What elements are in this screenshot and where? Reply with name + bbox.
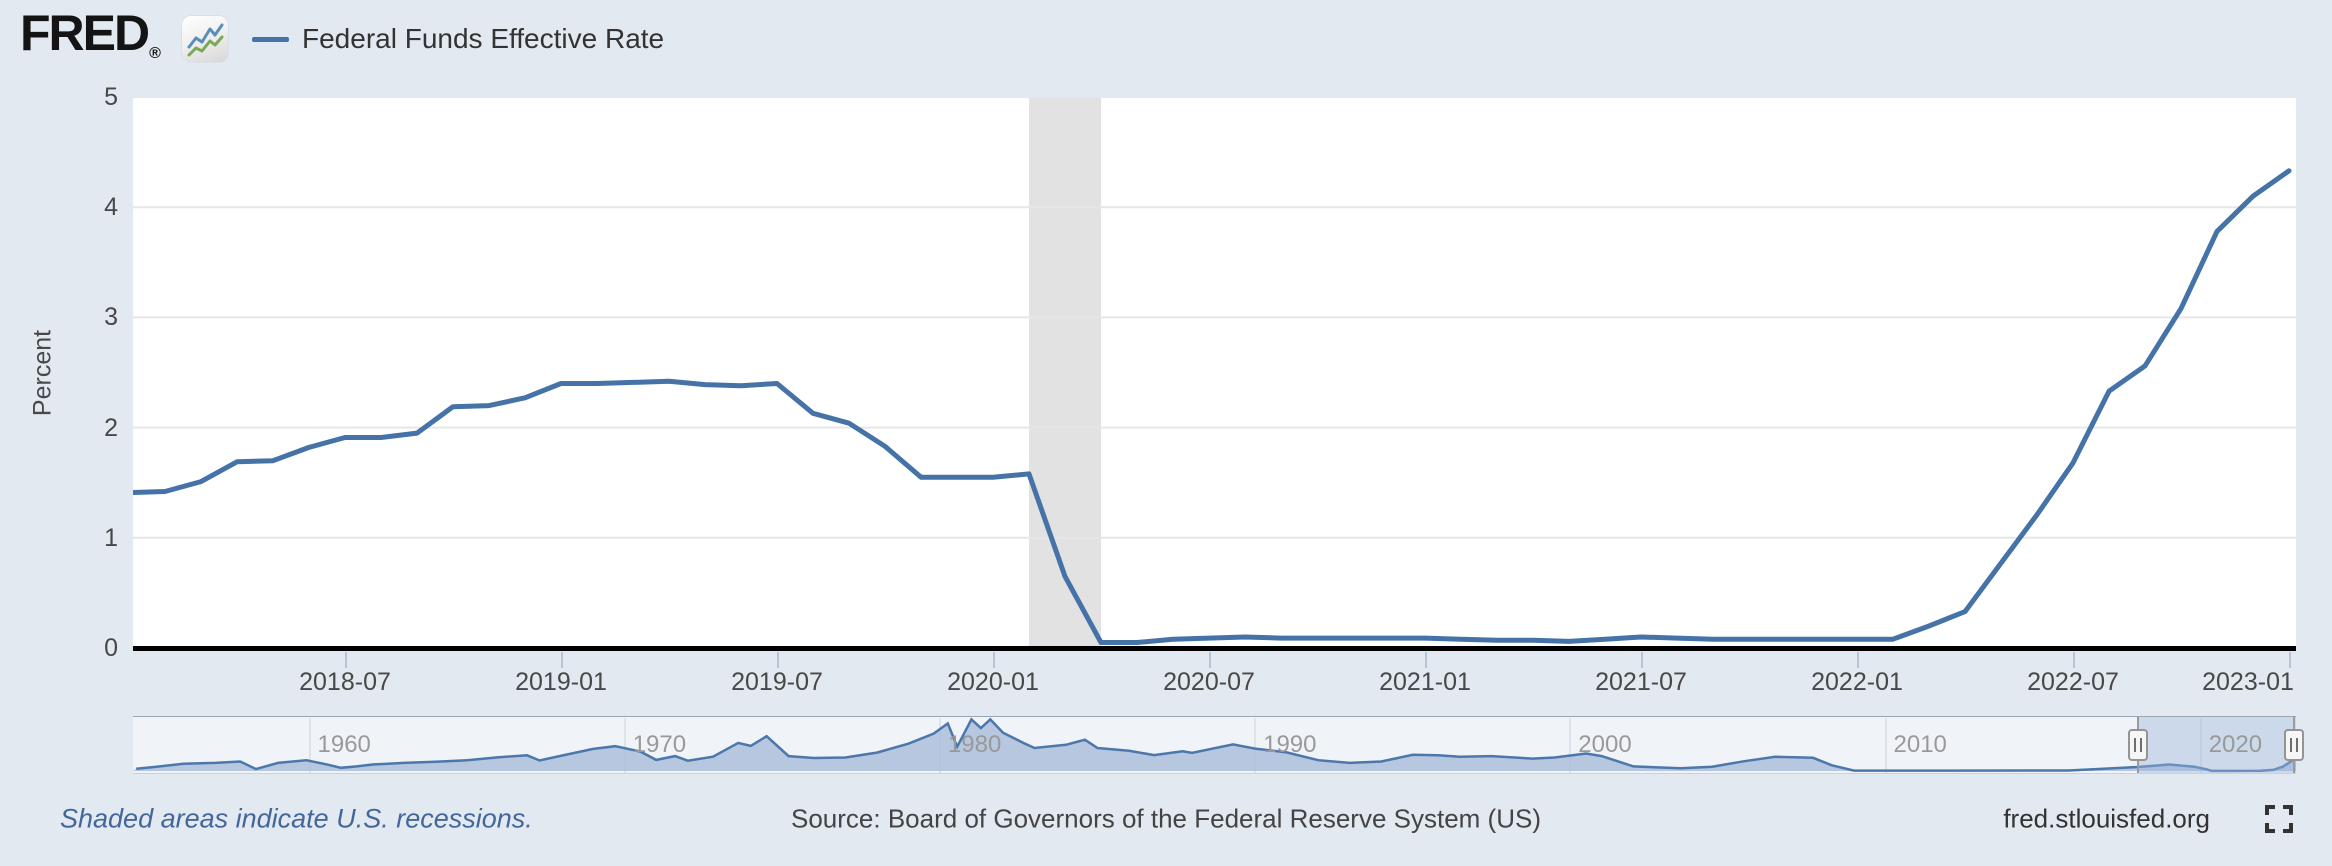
series-line (126, 168, 2292, 645)
handle-grip-icon (2139, 738, 2142, 752)
x-axis-tick-label: 2021-07 (1595, 668, 1687, 696)
navigator-decade-label: 1990 (1263, 731, 1317, 758)
y-axis-tick-label: 3 (104, 303, 118, 332)
y-axis-tick-label: 0 (104, 634, 118, 662)
navigator-selected-range[interactable] (2137, 717, 2296, 773)
fred-logo: FRED® (20, 4, 161, 62)
fred-logo-text: FRED (20, 5, 150, 61)
plot-background (133, 97, 2296, 648)
x-axis-tick-mark (1857, 652, 1859, 668)
registered-trademark: ® (149, 45, 161, 62)
y-axis-tick-label: 5 (104, 83, 118, 111)
navigator-right-handle[interactable] (2284, 729, 2304, 761)
handle-grip-icon (2133, 738, 2136, 752)
fullscreen-button[interactable] (2264, 804, 2294, 834)
navigator-decade-label: 2020 (2208, 731, 2263, 758)
x-axis-tick-mark (345, 652, 347, 668)
x-axis-tick-label: 2020-07 (1163, 668, 1255, 696)
y-axis-tick-label: 2 (104, 413, 118, 442)
navigator-decade-label: 1970 (632, 731, 687, 758)
fred-chart-icon (182, 16, 228, 62)
y-axis-tick-label: 4 (104, 193, 118, 222)
y-axis: 0 1 2 3 4 5 (0, 0, 118, 700)
navigator-line (136, 717, 2296, 773)
x-axis-tick-label: 2020-01 (947, 668, 1039, 696)
navigator-decade-label: 2000 (1578, 731, 1632, 758)
handle-grip-icon (2290, 738, 2292, 752)
x-axis-tick-label: 2023-01 (2202, 668, 2294, 696)
legend-series-label: Federal Funds Effective Rate (302, 23, 665, 54)
main-chart-plot-area[interactable] (126, 96, 2296, 655)
x-axis-tick-mark (561, 652, 563, 668)
x-axis-tick-mark (1209, 652, 1211, 668)
x-axis-tick-mark (2073, 652, 2075, 668)
x-axis-tick-mark (777, 652, 779, 668)
recession-note: Shaded areas indicate U.S. recessions. (60, 803, 533, 834)
source-note: Source: Board of Governors of the Federa… (791, 803, 1541, 834)
navigator-decade-label: 1980 (947, 731, 1002, 758)
recession-band (1029, 97, 1101, 648)
navigator-area (133, 719, 2296, 771)
x-axis-tick-mark (993, 652, 995, 668)
x-axis-tick-label: 2019-01 (515, 668, 607, 696)
footer: Shaded areas indicate U.S. recessions. S… (0, 796, 2332, 842)
y-axis-tick-label: 1 (104, 523, 118, 552)
navigator-decade-label: 2010 (1893, 731, 1947, 758)
fred-site-link[interactable]: fred.stlouisfed.org (2003, 803, 2210, 834)
x-axis-tick-label: 2021-01 (1379, 668, 1471, 696)
range-navigator[interactable]: 1960 1970 1980 1990 2000 2010 2020 (133, 716, 2304, 774)
x-axis-tick-label: 2022-01 (1811, 668, 1903, 696)
navigator-decade-label: 1960 (317, 731, 371, 758)
x-axis-tick-label: 2018-07 (299, 668, 391, 696)
x-axis-line (133, 646, 2296, 651)
x-axis-tick-label: 2019-07 (731, 668, 823, 696)
x-axis-tick-mark (1425, 652, 1427, 668)
x-axis-tick-mark (1641, 652, 1643, 668)
legend-series-dash-icon (252, 36, 289, 42)
y-axis-title: Percent (28, 329, 57, 417)
fullscreen-icon (2265, 805, 2293, 833)
legend: Federal Funds Effective Rate (252, 22, 664, 56)
handle-grip-icon (2296, 738, 2298, 752)
navigator-left-handle[interactable] (2127, 729, 2148, 761)
x-axis-tick-label: 2022-07 (2027, 668, 2119, 696)
x-axis-tick-mark (2289, 652, 2291, 668)
